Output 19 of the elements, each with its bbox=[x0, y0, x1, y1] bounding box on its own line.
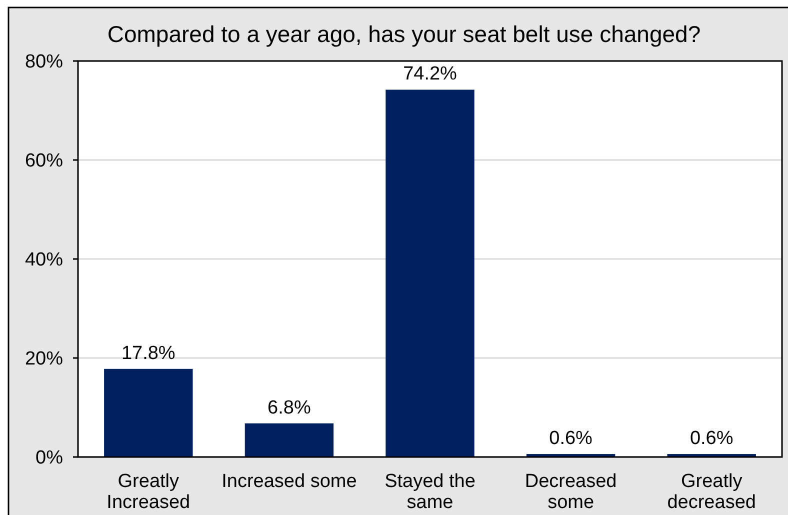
y-tick-label: 60% bbox=[24, 150, 64, 172]
x-tick-label: Stayed the same bbox=[384, 471, 476, 513]
data-label: 6.8% bbox=[268, 397, 311, 418]
y-tick-label: 0% bbox=[36, 448, 64, 469]
y-tick-label: 80% bbox=[24, 52, 64, 73]
data-label: 17.8% bbox=[121, 342, 176, 364]
data-label: 74.2% bbox=[403, 64, 458, 85]
x-tick-label: Increased some bbox=[222, 471, 357, 492]
bar bbox=[386, 90, 474, 457]
data-label: 0.6% bbox=[549, 428, 593, 450]
x-tick-label: Greatly decreased bbox=[667, 471, 756, 513]
x-tick-label: Decreased some bbox=[524, 471, 617, 513]
bar bbox=[104, 368, 193, 457]
y-tick-label: 40% bbox=[24, 250, 64, 271]
x-tick-label: Greatly Increased bbox=[106, 471, 190, 513]
bar bbox=[244, 423, 334, 457]
data-label: 0.6% bbox=[690, 428, 734, 450]
chart-title: Compared to a year ago, has your seat belt use changed? bbox=[107, 21, 701, 47]
y-tick-label: 20% bbox=[24, 348, 64, 370]
